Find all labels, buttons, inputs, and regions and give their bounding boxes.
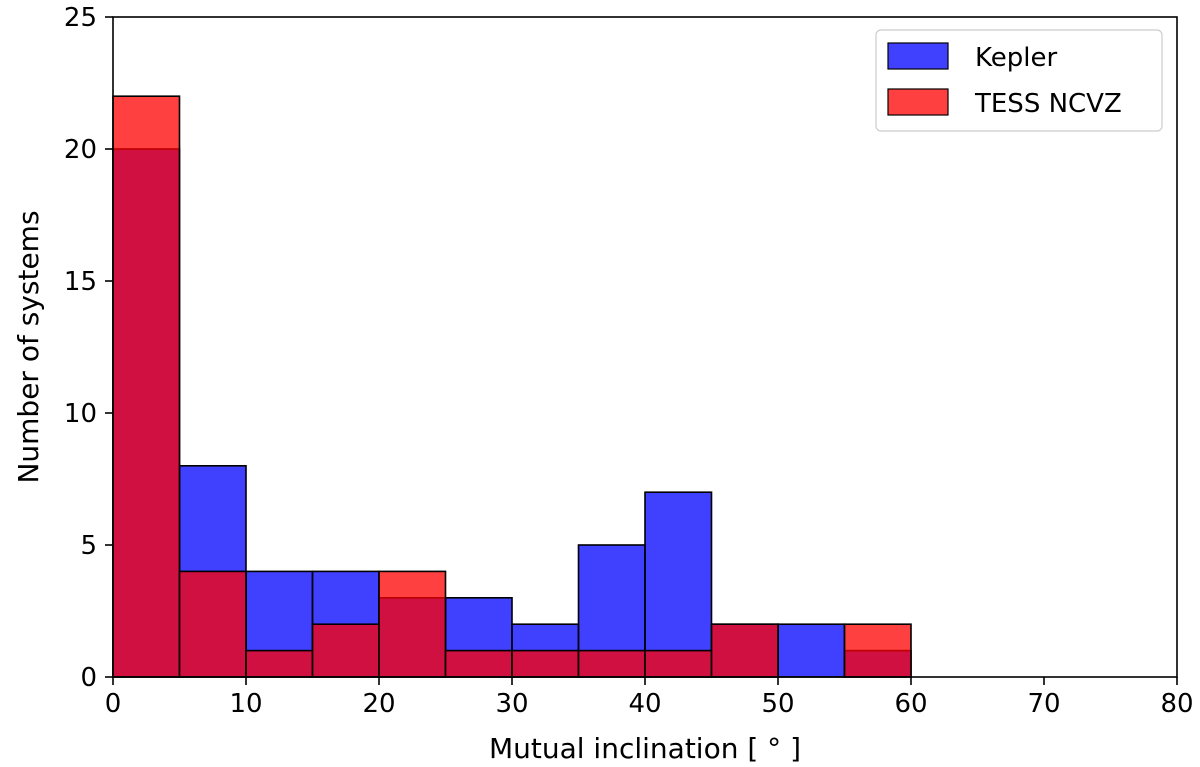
x-tick-label-40: 40 [628,689,661,719]
y-tick-label-25: 25 [64,3,97,33]
bar-tess-ncvz-55-60 [843,623,912,678]
legend-label-kepler: Kepler [975,43,1057,73]
bar-tess-ncvz-5-10 [178,570,247,678]
axes-layer: 0 10 20 30 40 50 60 70 80 0 5 10 15 20 25 Mutual incl… [12,3,1194,765]
bar-tess-ncvz-20-25 [378,570,447,678]
y-tick-label-15: 15 [64,267,97,297]
legend-swatch-kepler [887,42,949,70]
x-tick-label-60: 60 [894,689,927,719]
y-tick-label-20: 20 [64,135,97,165]
bar-tess-ncvz-25-30 [444,649,513,678]
x-axis-label: Mutual inclination [ ° ] [489,732,801,765]
bar-tess-ncvz-45-50 [710,623,779,678]
x-tick-label-20: 20 [362,689,395,719]
bar-tess-ncvz-30-35 [511,649,580,678]
bar-tess-ncvz-0-5 [112,95,181,678]
y-tick-label-0: 0 [80,663,97,693]
x-tick-label-70: 70 [1027,689,1060,719]
bar-tess-ncvz-15-20 [311,623,380,678]
y-ticks: 0 5 10 15 20 25 [64,3,113,693]
bar-tess-ncvz-40-45 [644,649,713,678]
legend: Kepler TESS NCVZ [875,29,1163,132]
x-tick-label-30: 30 [495,689,528,719]
x-ticks: 0 10 20 30 40 50 60 70 80 [105,677,1194,719]
x-tick-label-80: 80 [1160,689,1193,719]
bar-tess-ncvz-10-15 [245,649,314,678]
y-tick-label-5: 5 [80,531,97,561]
x-tick-label-50: 50 [761,689,794,719]
bars-layer [112,95,912,678]
bar-kepler-50-55 [777,623,846,678]
bar-kepler-40-45 [644,491,713,678]
y-tick-label-10: 10 [64,399,97,429]
legend-label-tess-ncvz: TESS NCVZ [974,89,1122,119]
legend-swatch-tess-ncvz [887,88,949,116]
x-tick-label-0: 0 [105,689,122,719]
bar-tess-ncvz-35-40 [577,649,646,678]
y-axis-label: Number of systems [12,210,45,483]
x-tick-label-10: 10 [229,689,262,719]
